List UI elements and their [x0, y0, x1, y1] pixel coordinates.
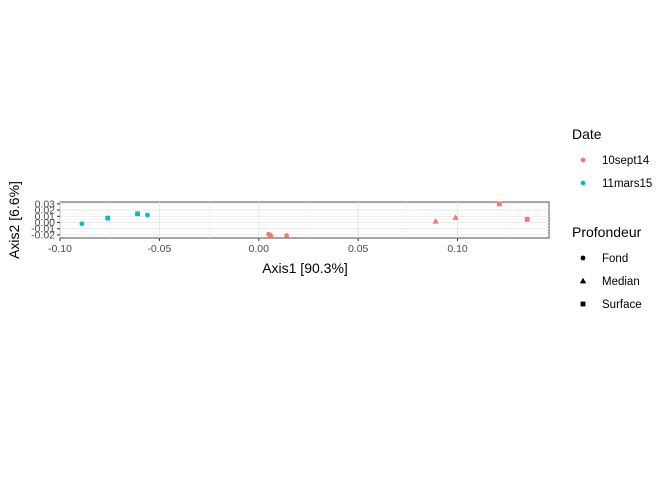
grid: [59, 202, 549, 238]
data-point: [496, 201, 502, 207]
x-tick-label: 0.10: [447, 243, 468, 255]
data-point: [432, 218, 439, 224]
legend-title-date: Date: [572, 126, 602, 142]
data-point: [145, 212, 150, 218]
x-tick-label: 0.05: [348, 243, 369, 255]
legend-label-date: 11mars15: [602, 178, 652, 190]
y-axis: -0.02-0.010.000.010.020.03: [31, 198, 60, 241]
data-point: [524, 216, 530, 222]
x-tick-label: -0.10: [48, 243, 72, 255]
data-point: [135, 211, 140, 217]
data-point: [452, 214, 459, 220]
y-tick-label: -0.01: [31, 223, 55, 235]
y-tick-label: 0.00: [35, 217, 56, 229]
y-tick-label: 0.02: [35, 205, 56, 217]
legend-title-profondeur: Profondeur: [572, 224, 642, 240]
x-tick-label: -0.05: [147, 243, 171, 255]
legend-key-profondeur: [580, 255, 586, 261]
data-points: [79, 201, 530, 238]
legend: Date 10sept14 11mars15 Profondeur Fond Median…: [572, 126, 652, 311]
data-point: [268, 233, 274, 238]
x-axis: -0.10 -0.05 0.00 0.05 0.10: [48, 238, 468, 255]
y-axis-title: Axis2 [6.6%]: [6, 181, 22, 259]
legend-label-date: 10sept14: [602, 155, 650, 167]
y-tick-label: -0.02: [31, 229, 55, 241]
panel-background: [59, 201, 550, 239]
data-point: [79, 221, 85, 227]
data-point: [284, 233, 290, 238]
data-point: [105, 215, 111, 221]
legend-key-date: [580, 180, 586, 186]
y-tick-label: 0.01: [35, 211, 56, 223]
x-tick-label: 0.00: [249, 243, 270, 255]
x-axis-title: Axis1 [90.3%]: [262, 260, 348, 276]
legend-label-profondeur: Median: [602, 276, 640, 288]
legend-key-profondeur: [579, 277, 587, 284]
y-tick-label: 0.03: [35, 198, 56, 210]
legend-label-profondeur: Surface: [602, 299, 642, 311]
legend-key-date: [580, 157, 586, 163]
legend-label-profondeur: Fond: [602, 253, 628, 265]
legend-key-profondeur: [580, 301, 586, 307]
